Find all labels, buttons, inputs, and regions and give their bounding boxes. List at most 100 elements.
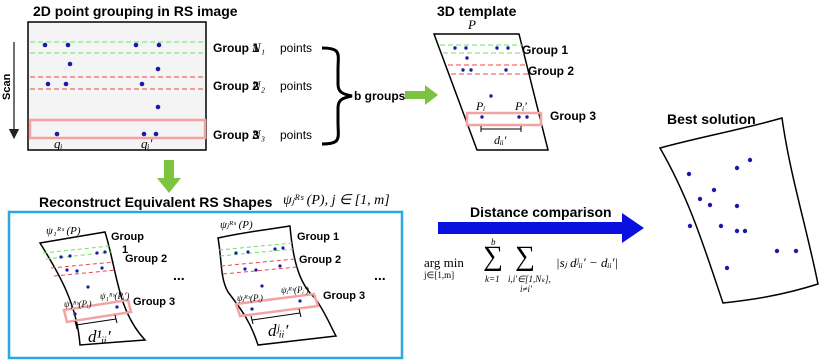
formula-argmin: arg min (424, 255, 464, 270)
s2-point (250, 307, 254, 311)
shape2-distance-label: dʲᵢᵢ′ (268, 321, 289, 340)
brace-label: b groups (354, 89, 406, 103)
rs-group3-points: points (280, 128, 313, 142)
formula-sum2-bottom: i,i′∈[1,Nₖ], (508, 274, 551, 284)
best-point (697, 196, 703, 202)
s1-point (59, 255, 63, 259)
formula-sum2-bottom2: i≠i′ (520, 284, 532, 294)
rs-point (155, 66, 161, 72)
template-points (453, 46, 529, 119)
tmpl-point (517, 115, 521, 119)
best-point (793, 248, 799, 254)
rs-group1-label: Group 1 (213, 41, 260, 55)
reconstruct-formula: ψⱼᴿˢ (P), j ∈ [1, m] (283, 193, 390, 208)
s1-points (59, 250, 119, 316)
s1-point (115, 305, 119, 309)
reconstruct-frame (7, 210, 404, 360)
s2-point (298, 299, 302, 303)
s2-g2-bottom (222, 266, 298, 275)
s1-tick-left (74, 320, 78, 330)
best-point (747, 157, 753, 163)
s2-point (281, 246, 285, 250)
rs-point (65, 42, 71, 48)
template-point-label-pi: Pᵢ (476, 99, 486, 113)
rs-points (42, 42, 162, 137)
reconstruct-title: Reconstruct Equivalent RS Shapes (39, 194, 273, 210)
s1-point (100, 266, 104, 270)
distance-comparison-arrow (438, 213, 644, 243)
best-solution-shape (658, 117, 819, 304)
tmpl-point (464, 46, 468, 50)
s2-point (260, 284, 264, 288)
shape1-point-label-2: ψ₁ᴿˢ(Pᵢ′) (100, 291, 130, 301)
template-group2-label: Group 2 (528, 64, 575, 78)
s2-points (234, 246, 302, 311)
s2-g1-top (218, 242, 293, 251)
rs-point (63, 81, 69, 87)
tmpl-g3-box (465, 111, 543, 127)
s2-point (234, 251, 238, 255)
s1-g1-top (42, 245, 111, 254)
comparison-formula: arg min j∈[1,m] b ∑ k=1 ∑ i,i′∈[1,Nₖ], i… (424, 237, 654, 294)
tmpl-point (506, 46, 510, 50)
tmpl-point (504, 68, 508, 72)
best-point (724, 265, 730, 271)
s1-point (103, 250, 107, 254)
s2-g3-box (234, 292, 320, 318)
s2-point (273, 247, 277, 251)
shape2-psi-label: ψⱼᴿˢ (P) (220, 219, 253, 231)
s1-point (86, 285, 90, 289)
shape2-point-label-2: ψⱼᴿˢ(Pᵢ′) (281, 285, 309, 295)
shape2-group3-label: Group 3 (323, 290, 366, 302)
s1-distance-line (75, 318, 117, 326)
s1-point (68, 254, 72, 258)
rs-group1-count: N₁ (252, 40, 266, 55)
template-title: 3D template (437, 3, 517, 19)
formula-argmin-sub: j∈[1,m] (424, 270, 455, 280)
s1-point (73, 312, 77, 316)
shape1-group1-label: Group (111, 231, 144, 243)
template-group1-label: Group 1 (522, 43, 569, 57)
distance-comparison-label: Distance comparison (470, 204, 612, 220)
s1-g2-bottom (53, 269, 117, 277)
rs-shape-1 (38, 231, 147, 346)
rs-image-frame (27, 21, 207, 151)
rs-panel-title: 2D point grouping in RS image (33, 3, 238, 19)
rs-group2-count: N₂ (252, 78, 266, 93)
ellipsis-1: ... (173, 267, 185, 283)
s1-point (95, 251, 99, 255)
rs-group1-points: points (280, 41, 313, 55)
ellipsis-2: ... (374, 267, 386, 283)
best-point (707, 202, 713, 208)
s1-g3-box (62, 298, 133, 324)
tmpl-point (495, 46, 499, 50)
s1-g1-bottom (45, 251, 113, 260)
tmpl-point (453, 46, 457, 50)
best-point (742, 228, 748, 234)
rs-group3-label: Group 3 (213, 128, 260, 142)
s2-tick-left (250, 315, 254, 325)
green-arrow-right (405, 85, 438, 105)
tmpl-point (489, 94, 493, 98)
best-point (718, 223, 724, 229)
shape2-point-label-1: ψⱼᴿˢ(Pᵢ) (237, 293, 263, 303)
rs-point (54, 131, 60, 137)
template-distance-label: dᵢᵢ′ (494, 133, 507, 147)
s1-point (75, 269, 79, 273)
rs-shape-j (217, 225, 338, 346)
s1-point (65, 268, 69, 272)
tmpl-point (465, 56, 469, 60)
s1-tick-right (114, 314, 118, 324)
rs-group3-count: N₃ (252, 127, 266, 142)
s2-point (243, 267, 247, 271)
shape1-group3-label: Group 3 (133, 296, 176, 308)
s2-tick-right (298, 308, 302, 318)
rs-point (67, 61, 73, 67)
tmpl-point (461, 68, 465, 72)
group3-box (28, 118, 207, 140)
best-point (774, 248, 780, 254)
best-point (687, 223, 693, 229)
rs-point (133, 42, 139, 48)
shape2-group2-label: Group 2 (299, 254, 342, 266)
